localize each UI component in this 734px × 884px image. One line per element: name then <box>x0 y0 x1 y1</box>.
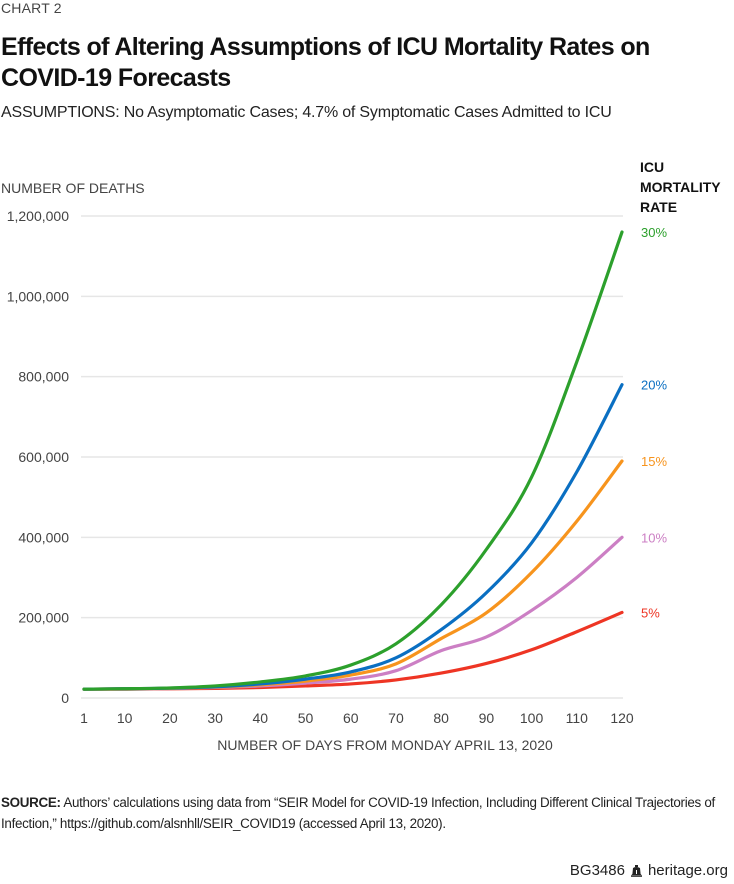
x-tick-label: 100 <box>520 710 544 726</box>
x-axis-label: NUMBER OF DAYS FROM MONDAY APRIL 13, 202… <box>217 737 553 753</box>
x-tick-label: 60 <box>343 710 359 726</box>
x-tick-label: 50 <box>298 710 314 726</box>
legend-title-line: ICU <box>640 159 665 175</box>
x-tick-label: 40 <box>253 710 269 726</box>
report-code: BG3486 <box>569 862 625 879</box>
x-tick-labels: 1 10 20 30 40 50 60 70 80 90 100 110 120 <box>80 710 634 726</box>
chart-kicker: CHART 2 <box>1 0 62 16</box>
x-tick-label: 110 <box>566 710 589 726</box>
x-tick-label: 20 <box>162 710 178 726</box>
y-tick-label: 400,000 <box>18 529 69 545</box>
y-tick-label: 800,000 <box>18 369 69 385</box>
site-link[interactable]: heritage.org <box>647 862 728 879</box>
x-tick-label: 70 <box>388 710 404 726</box>
series-label-30pct: 30% <box>641 225 667 240</box>
x-tick-label: 90 <box>479 710 495 726</box>
y-tick-labels: 0 200,000 400,000 600,000 800,000 1,000,000 1,… <box>7 208 70 706</box>
chart-subtitle: ASSUMPTIONS: No Asymptomatic Cases; 4.7%… <box>1 104 612 121</box>
series-lines <box>82 230 624 691</box>
x-tick-label: 1 <box>80 710 88 726</box>
chart-title: Effects of Altering Assumptions of ICU M… <box>1 33 650 92</box>
series-label-20pct: 20% <box>641 378 667 393</box>
legend-title-line: RATE <box>640 199 678 215</box>
y-tick-label: 200,000 <box>18 610 69 626</box>
y-tick-label: 600,000 <box>18 449 69 465</box>
y-axis-label: NUMBER OF DEATHS <box>1 180 145 196</box>
x-tick-label: 30 <box>207 710 223 726</box>
source-note: SOURCE: Authors’ calculations using data… <box>1 792 731 834</box>
series-labels: 30% 20% 15% 10% 5% <box>641 225 667 620</box>
series-label-15pct: 15% <box>641 454 667 469</box>
liberty-bell-icon <box>630 864 642 877</box>
x-tick-label: 10 <box>117 710 133 726</box>
source-text: Authors’ calculations using data from “S… <box>1 795 715 831</box>
footer-credit: BG3486 heritage.org <box>570 862 728 879</box>
x-tick-label: 120 <box>610 710 634 726</box>
series-line-15pct <box>82 459 624 691</box>
x-tick-label: 80 <box>433 710 449 726</box>
gridlines <box>81 215 623 699</box>
y-tick-label: 1,000,000 <box>7 288 69 304</box>
series-label-5pct: 5% <box>641 605 660 620</box>
series-label-10pct: 10% <box>641 530 667 545</box>
y-tick-label: 0 <box>61 690 69 706</box>
y-tick-label: 1,200,000 <box>7 208 69 224</box>
legend-title: ICU MORTALITY RATE <box>640 157 734 217</box>
series-line-10pct <box>82 535 624 691</box>
source-label: SOURCE: <box>1 795 61 810</box>
series-line-30pct <box>82 230 624 691</box>
legend-title-line: MORTALITY <box>640 179 721 195</box>
